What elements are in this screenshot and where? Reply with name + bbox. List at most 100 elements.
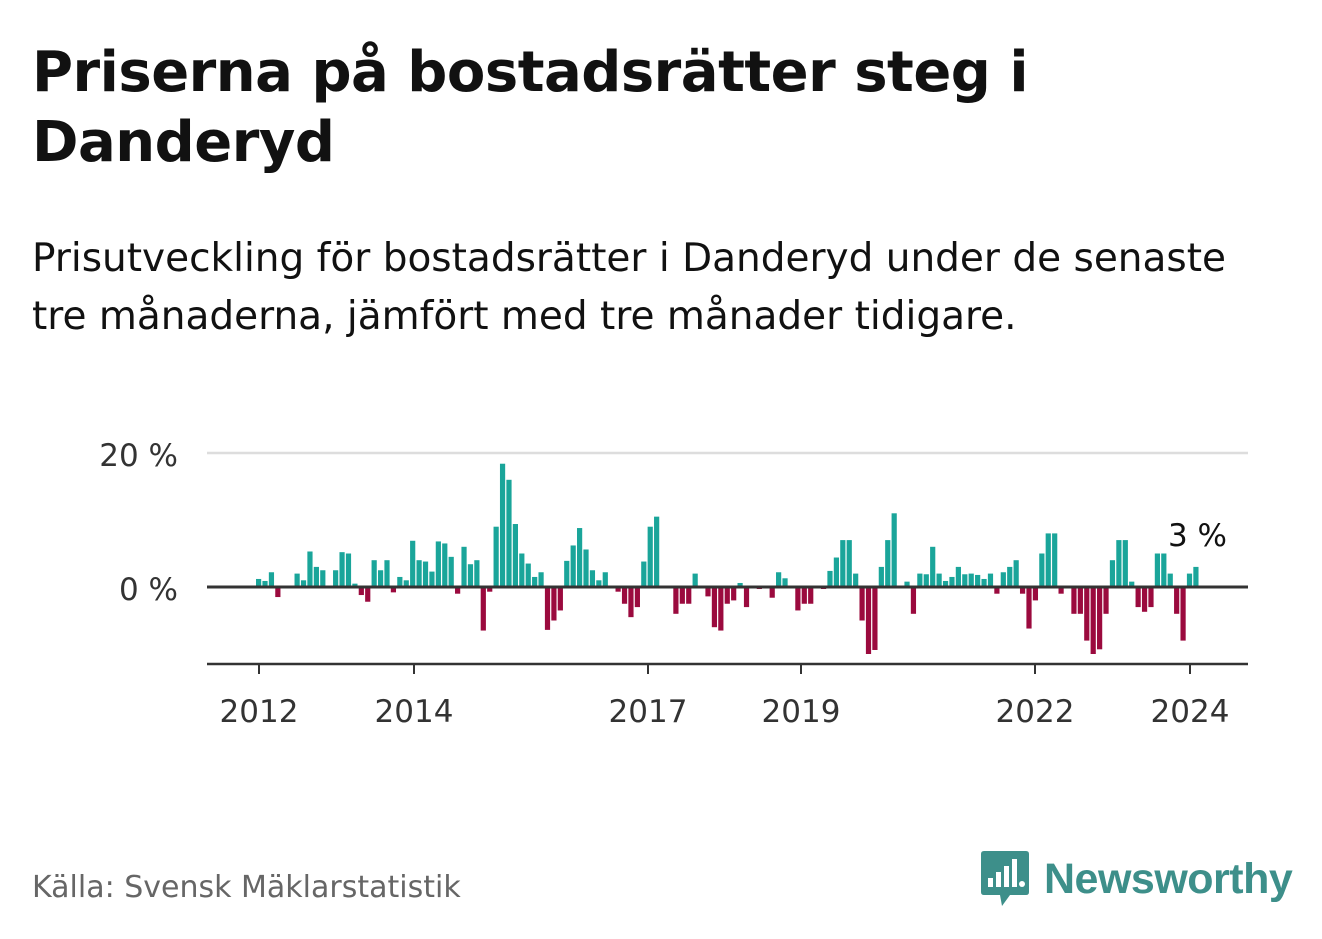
bar-118	[1013, 560, 1019, 587]
bar-127	[1071, 587, 1077, 614]
bar-24	[410, 540, 416, 587]
bar-74	[731, 587, 737, 601]
bar-51	[583, 549, 589, 587]
bar-75	[737, 582, 743, 587]
bar-59	[634, 587, 640, 608]
bar-42	[525, 563, 531, 587]
bar-90	[833, 557, 839, 587]
bar-107	[942, 580, 949, 587]
bar-35	[480, 587, 486, 631]
bar-136	[1129, 581, 1135, 587]
bar-139	[1148, 587, 1154, 608]
bar-146	[1193, 566, 1199, 587]
bar-112	[975, 574, 981, 587]
bar-137	[1135, 587, 1141, 608]
bar-19	[377, 570, 384, 587]
bar-71	[711, 587, 718, 628]
bar-8	[307, 551, 313, 587]
bar-61	[647, 526, 653, 587]
bar-89	[827, 570, 833, 587]
bar-122	[1039, 553, 1045, 587]
bar-40	[512, 524, 518, 587]
bar-31	[455, 587, 461, 594]
newsworthy-logo: Newsworthy	[980, 848, 1293, 910]
bar-25	[416, 560, 422, 587]
bar-2	[268, 572, 275, 587]
bar-32	[461, 546, 467, 587]
x-axis-ticks: 2012 2014 2017 2019 2022 2024	[220, 664, 1229, 730]
bar-20	[384, 560, 390, 587]
bar-48	[564, 560, 570, 587]
bar-96	[872, 587, 878, 650]
bar-104	[923, 574, 929, 587]
bar-34	[474, 560, 480, 587]
bar-14	[345, 553, 352, 587]
bar-6	[294, 573, 300, 587]
chart-title: Priserna på bostadsrätter steg i Dandery…	[32, 40, 1029, 175]
bar-26	[422, 561, 429, 587]
bar-131	[1097, 587, 1103, 650]
bar-80	[769, 587, 775, 598]
bar-110	[962, 574, 968, 587]
bar-95	[865, 587, 872, 654]
bar-120	[1026, 587, 1032, 629]
bar-49	[570, 545, 576, 587]
bar-50	[577, 528, 583, 587]
bar-39	[506, 479, 512, 587]
bar-84	[795, 587, 801, 611]
chart-subtitle: Prisutveckling för bostadsrätter i Dande…	[32, 236, 1227, 339]
x-tick-label-2022: 2022	[996, 694, 1075, 730]
bar-102	[910, 587, 917, 614]
bar-58	[628, 587, 634, 618]
bar-62	[654, 516, 660, 587]
bar-119	[1019, 587, 1026, 594]
bar-73	[724, 587, 730, 604]
bar-113	[981, 578, 987, 587]
bar-132	[1103, 587, 1109, 614]
bar-97	[878, 566, 884, 587]
bar-117	[1007, 566, 1013, 587]
x-tick-label-2017: 2017	[609, 694, 688, 730]
bar-121	[1032, 587, 1039, 601]
bar-70	[705, 587, 711, 597]
bar-10	[320, 570, 326, 587]
bar-29	[442, 543, 448, 587]
bar-60	[641, 561, 647, 587]
bar-141	[1161, 553, 1167, 587]
bar-18	[371, 560, 377, 587]
bar-144	[1180, 587, 1186, 641]
bar-53	[596, 580, 602, 587]
bar-1	[262, 580, 268, 587]
bar-22	[397, 576, 403, 587]
bar-134	[1116, 540, 1122, 587]
bar-116	[1000, 572, 1006, 587]
bar-38	[499, 463, 506, 587]
bar-114	[987, 573, 994, 587]
bar-85	[801, 587, 807, 604]
bar-76	[743, 587, 750, 608]
bar-128	[1077, 587, 1083, 614]
bar-93	[853, 573, 859, 587]
bar-0	[256, 578, 262, 587]
bar-103	[917, 573, 923, 587]
bar-47	[557, 587, 563, 611]
bar-45	[544, 587, 551, 630]
bar-chart: 20 % 0 % 2012 2014 2017 2019 2022 2024 3…	[99, 438, 1248, 730]
bar-27	[429, 571, 435, 587]
bar-chart-logo-icon	[981, 851, 1029, 906]
bar-135	[1122, 540, 1128, 587]
brand-name: Newsworthy	[1044, 854, 1293, 903]
bar-91	[840, 540, 846, 587]
bar-23	[403, 580, 409, 587]
bar-101	[904, 581, 910, 587]
bar-133	[1109, 560, 1116, 587]
bar-111	[968, 573, 974, 587]
bar-30	[448, 556, 454, 587]
bar-44	[538, 572, 544, 587]
bar-92	[846, 540, 852, 587]
bar-145	[1186, 573, 1193, 587]
last-value-label: 3 %	[1168, 518, 1227, 554]
bar-140	[1154, 553, 1160, 587]
bar-16	[358, 587, 364, 596]
bar-105	[930, 546, 936, 587]
